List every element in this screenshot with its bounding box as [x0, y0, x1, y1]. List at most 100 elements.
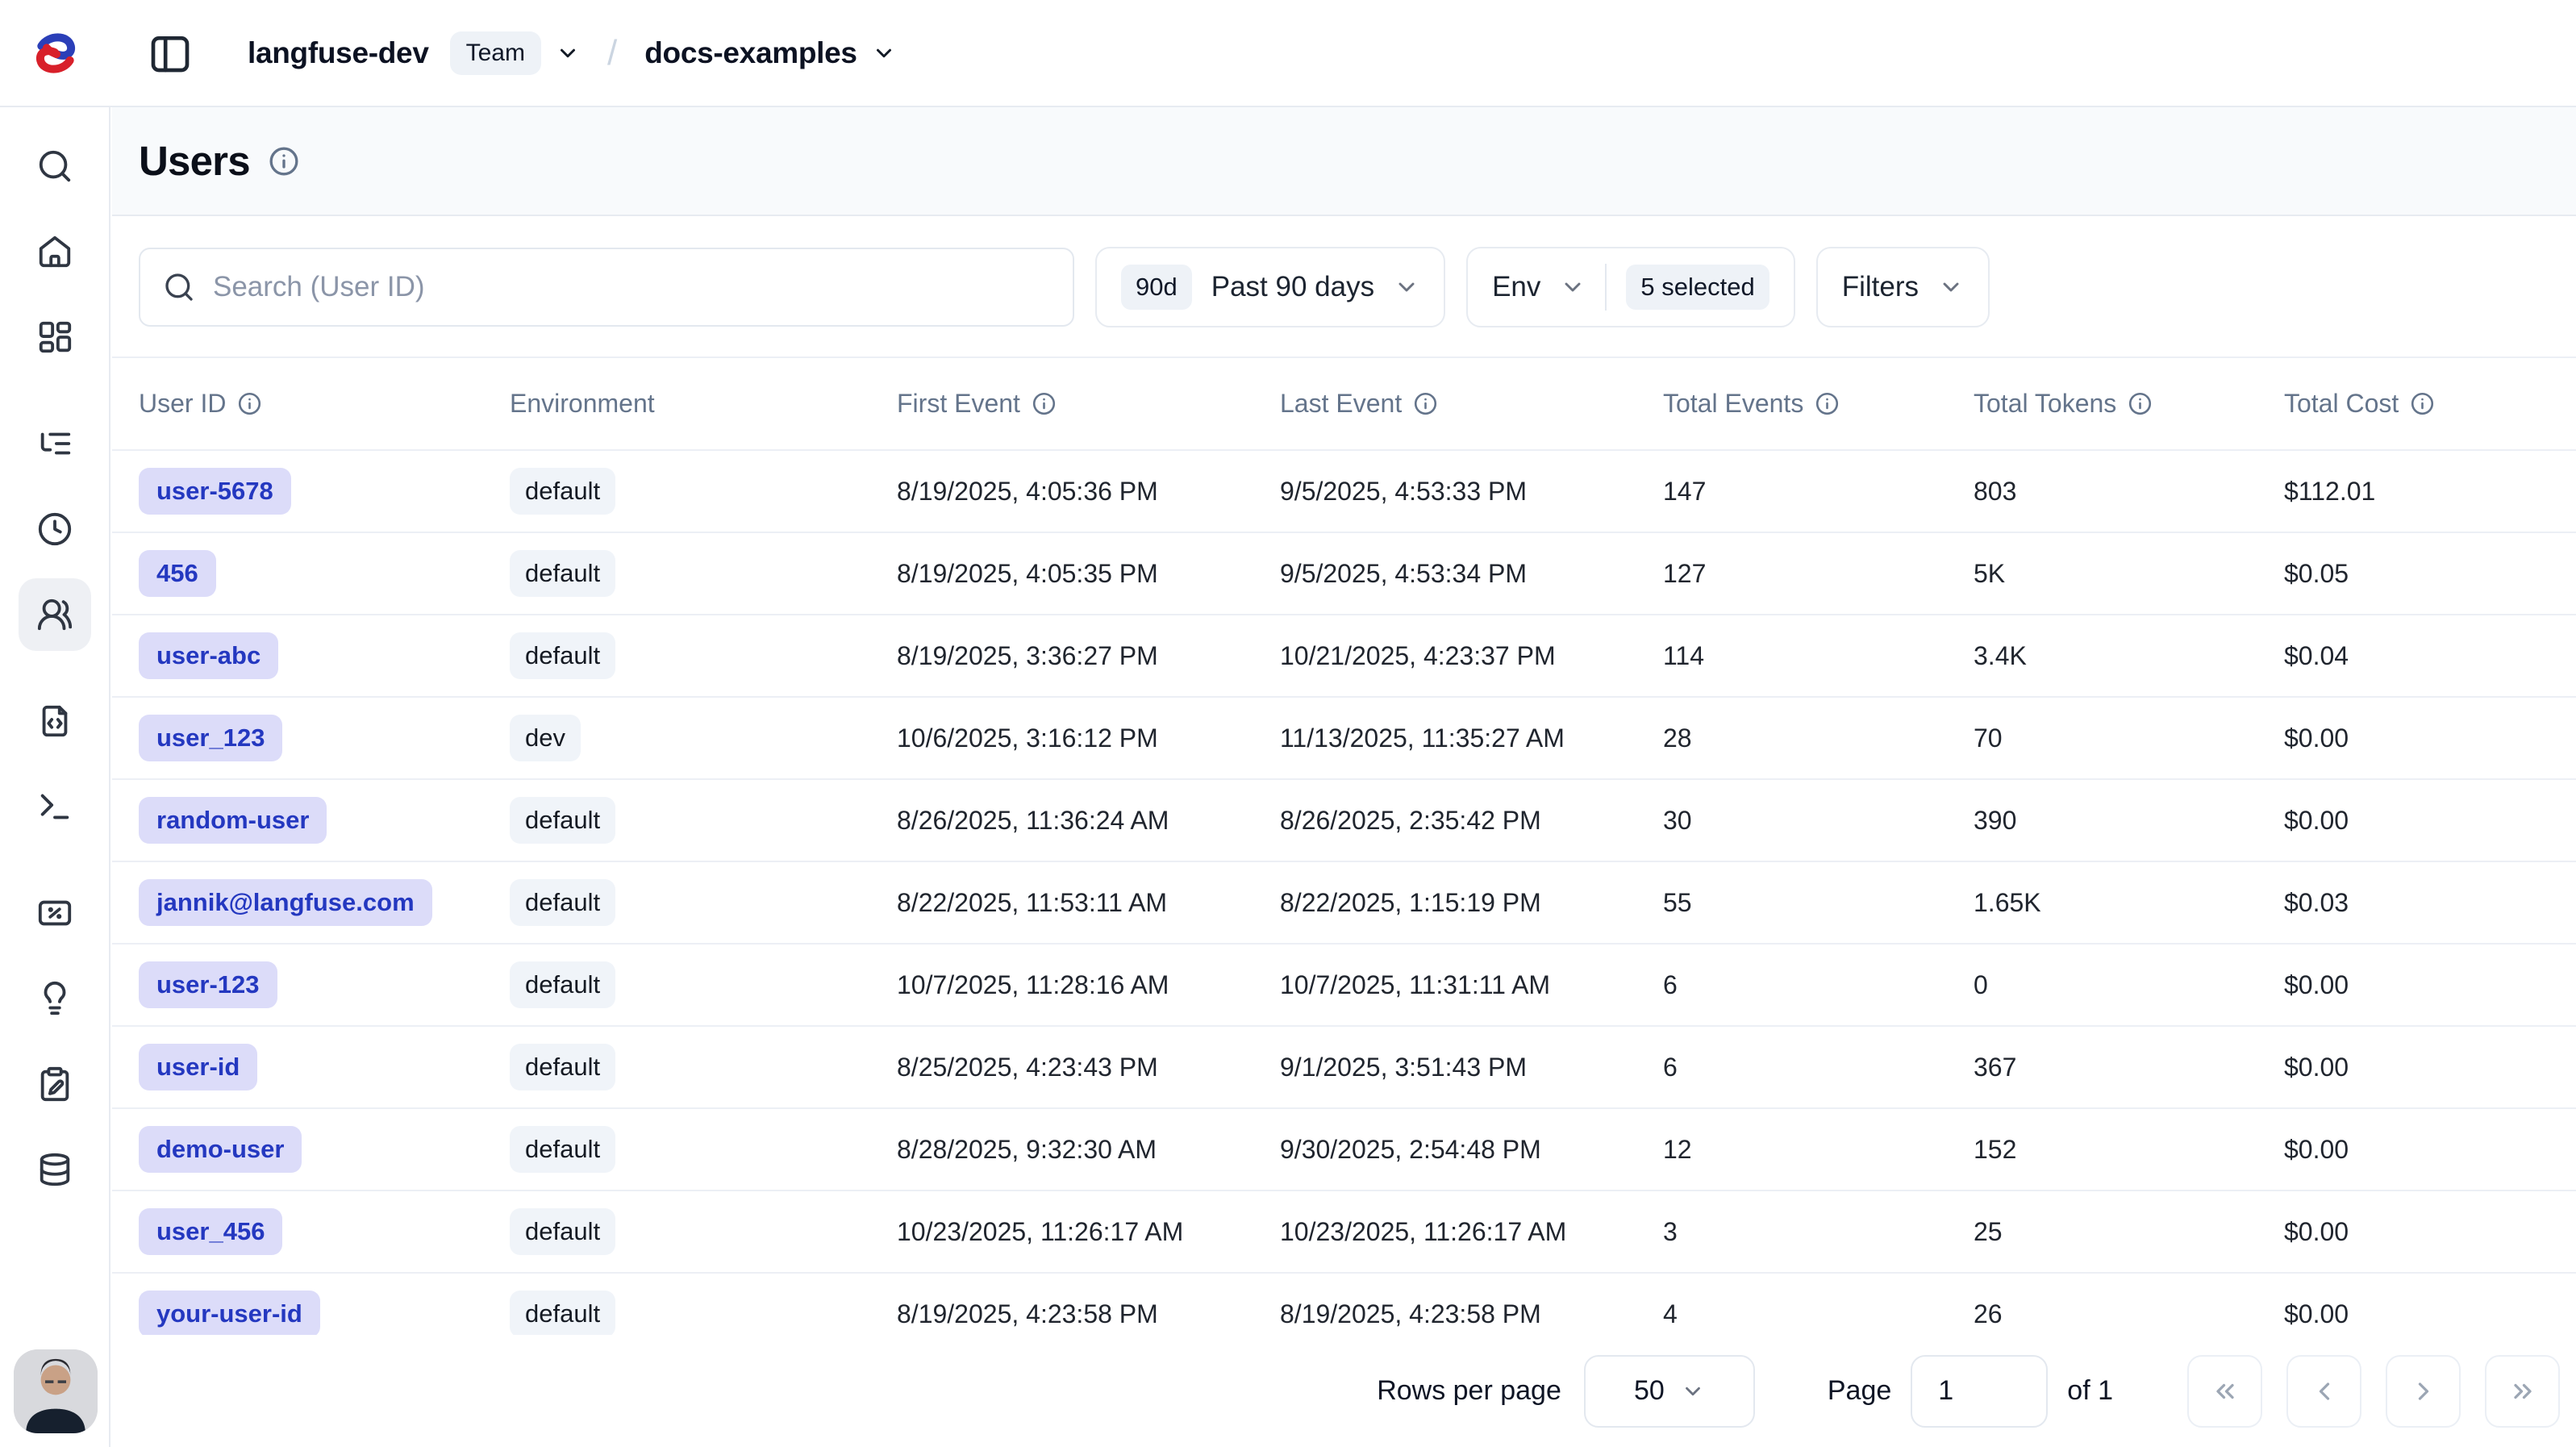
table-row[interactable]: user_123 dev 10/6/2025, 3:16:12 PM 11/13/20… — [112, 696, 2576, 778]
column-info-icon[interactable] — [1413, 391, 1438, 416]
search-input[interactable] — [213, 271, 1050, 303]
last-page-button[interactable] — [2485, 1354, 2560, 1428]
user-id-link[interactable]: 456 — [139, 550, 216, 597]
total-events-value: 28 — [1663, 723, 1692, 753]
environment-badge-cell: default — [510, 468, 897, 515]
column-header-total-tokens[interactable]: Total Tokens — [1974, 389, 2284, 419]
project-switcher-chevron-down-icon[interactable] — [872, 41, 896, 65]
scores-percent-icon — [36, 894, 73, 932]
environment-filter-button[interactable]: Env 5 selected — [1466, 247, 1795, 327]
column-header-total-cost[interactable]: Total Cost — [2284, 389, 2576, 419]
project-name[interactable]: docs-examples — [644, 35, 857, 69]
user-id-link[interactable]: user_456 — [139, 1208, 283, 1255]
chevron-down-icon — [1394, 274, 1419, 300]
sidebar-item-home[interactable] — [19, 215, 91, 288]
column-info-icon[interactable] — [237, 391, 262, 416]
sidebar-item-sessions[interactable] — [19, 493, 91, 565]
table-row[interactable]: user_456 default 10/23/2025, 11:26:17 AM 10… — [112, 1190, 2576, 1272]
sidebar-item-insights[interactable] — [19, 962, 91, 1035]
user-avatar[interactable] — [14, 1349, 98, 1433]
last-event-value-cell: 11/13/2025, 11:35:27 AM — [1280, 724, 1663, 753]
sidebar-item-search[interactable] — [19, 130, 91, 202]
chevron-down-icon — [1938, 274, 1964, 300]
last-event-value-cell: 10/23/2025, 11:26:17 AM — [1280, 1217, 1663, 1247]
sidebar-item-playground[interactable] — [19, 770, 91, 843]
user-id-link[interactable]: random-user — [139, 797, 327, 844]
user-id-link[interactable]: user-123 — [139, 961, 277, 1008]
table-header-row: User ID Environment First Event Last Event T… — [112, 357, 2576, 449]
column-info-icon[interactable] — [1815, 391, 1840, 416]
first-event-value: 10/6/2025, 3:16:12 PM — [897, 723, 1158, 753]
environment-badge: default — [510, 1208, 616, 1255]
page-title-bar: Users — [112, 107, 2576, 216]
column-header-label: Total Cost — [2284, 389, 2399, 418]
sidebar-item-tracing[interactable] — [19, 407, 91, 480]
environment-selected-badge: 5 selected — [1626, 265, 1769, 310]
user-id-link-cell: random-user — [139, 797, 510, 844]
top-header: langfuse-dev Team / docs-examples — [0, 0, 2576, 107]
total-events-value-cell: 6 — [1663, 1053, 1974, 1082]
column-header-last-event[interactable]: Last Event — [1280, 389, 1663, 419]
sidebar-item-datasets[interactable] — [19, 1133, 91, 1206]
sidebar-item-annotation[interactable] — [19, 1048, 91, 1120]
rows-per-page-select[interactable]: 50 — [1583, 1354, 1755, 1428]
playground-terminal-icon — [36, 788, 73, 825]
user-id-link[interactable]: user-id — [139, 1044, 258, 1090]
column-info-icon[interactable] — [1032, 391, 1057, 416]
users-info-icon[interactable] — [268, 145, 300, 177]
table-row[interactable]: user-5678 default 8/19/2025, 4:05:36 PM 9/5… — [112, 449, 2576, 532]
user-id-link[interactable]: user-5678 — [139, 468, 291, 515]
sidebar-toggle-button[interactable] — [148, 31, 193, 76]
user-id-link[interactable]: jannik@langfuse.com — [139, 879, 432, 926]
langfuse-logo-button[interactable] — [31, 28, 81, 78]
sidebar-item-dashboards[interactable] — [19, 301, 91, 373]
environment-badge: default — [510, 1291, 616, 1337]
user-id-link[interactable]: demo-user — [139, 1126, 302, 1173]
page-number-input[interactable] — [1911, 1354, 2049, 1428]
org-switcher-chevron-down-icon[interactable] — [556, 41, 580, 65]
page-label: Page — [1827, 1375, 1892, 1406]
column-info-icon[interactable] — [2128, 391, 2153, 416]
column-info-icon[interactable] — [2410, 391, 2435, 416]
sidebar-item-prompts[interactable] — [19, 685, 91, 757]
first-page-button[interactable] — [2187, 1354, 2262, 1428]
total-cost-value: $0.04 — [2284, 640, 2349, 670]
first-event-value-cell: 10/7/2025, 11:28:16 AM — [897, 970, 1280, 1000]
next-page-button[interactable] — [2386, 1354, 2461, 1428]
table-row[interactable]: 456 default 8/19/2025, 4:05:35 PM 9/5/2025,… — [112, 532, 2576, 614]
table-row[interactable]: jannik@langfuse.com default 8/22/2025, 11:… — [112, 861, 2576, 943]
table-body: user-5678 default 8/19/2025, 4:05:36 PM 9/5… — [112, 449, 2576, 1356]
total-cost-value-cell: $0.00 — [2284, 970, 2576, 1000]
time-range-button[interactable]: 90d Past 90 days — [1095, 247, 1446, 327]
column-header-user-id[interactable]: User ID — [139, 389, 510, 419]
user-id-link[interactable]: user_123 — [139, 715, 283, 761]
total-cost-value-cell: $0.00 — [2284, 1135, 2576, 1165]
table-row[interactable]: your-user-id default 8/19/2025, 4:23:58 PM… — [112, 1272, 2576, 1354]
total-tokens-value-cell: 3.4K — [1974, 641, 2284, 671]
table-row[interactable]: demo-user default 8/28/2025, 9:32:30 AM 9/3… — [112, 1107, 2576, 1190]
sidebar-item-scores[interactable] — [19, 877, 91, 949]
table-row[interactable]: random-user default 8/26/2025, 11:36:24 AM… — [112, 778, 2576, 861]
column-header-environment[interactable]: Environment — [510, 389, 897, 419]
user-id-link[interactable]: user-abc — [139, 632, 279, 679]
total-events-value: 114 — [1663, 640, 1705, 670]
column-header-first-event[interactable]: First Event — [897, 389, 1280, 419]
table-row[interactable]: user-id default 8/25/2025, 4:23:43 PM 9/1/2… — [112, 1025, 2576, 1107]
sidebar-item-users[interactable] — [18, 578, 91, 651]
table-row[interactable]: user-abc default 8/19/2025, 3:36:27 PM 10/2… — [112, 614, 2576, 696]
chevron-left-icon — [2310, 1377, 2339, 1406]
total-cost-value: $0.03 — [2284, 887, 2349, 917]
filters-button[interactable]: Filters — [1815, 247, 1990, 327]
total-events-value: 12 — [1663, 1134, 1692, 1164]
logo-cell — [0, 28, 110, 78]
table-row[interactable]: user-123 default 10/7/2025, 11:28:16 AM 10/… — [112, 943, 2576, 1025]
org-name[interactable]: langfuse-dev — [248, 35, 429, 69]
user-id-link-cell: user-id — [139, 1044, 510, 1090]
previous-page-button[interactable] — [2286, 1354, 2361, 1428]
column-header-total-events[interactable]: Total Events — [1663, 389, 1974, 419]
user-id-link[interactable]: your-user-id — [139, 1291, 320, 1337]
first-event-value-cell: 8/22/2025, 11:53:11 AM — [897, 888, 1280, 918]
environment-badge-cell: default — [510, 1044, 897, 1090]
org-plan-badge: Team — [449, 31, 541, 75]
user-id-link-cell: 456 — [139, 550, 510, 597]
